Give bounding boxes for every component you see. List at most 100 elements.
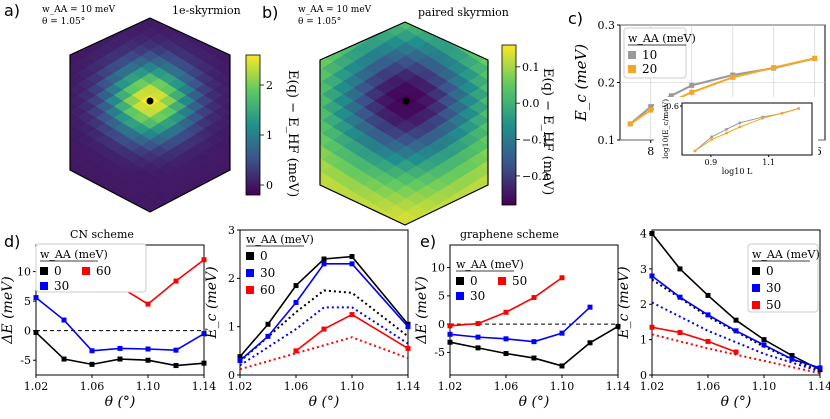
heatmap-cell <box>132 213 150 224</box>
heatmap-cell <box>42 168 60 179</box>
heatmap-cell <box>221 167 230 180</box>
heatmap-cell <box>353 224 375 225</box>
heatmap-cell <box>259 23 280 36</box>
heatmap-cell <box>258 146 276 157</box>
heatmap-cell <box>0 62 15 73</box>
heatmap-cell <box>303 107 321 118</box>
heatmap-cell <box>270 29 291 42</box>
heatmap-cell <box>42 146 60 157</box>
dotted-series-line <box>651 333 821 375</box>
inset-data-point-10 <box>710 135 714 139</box>
heatmap-cell <box>395 224 417 225</box>
heatmap-cell <box>231 28 249 39</box>
heatmap-cell <box>203 33 223 46</box>
x-tick-label: 1.02 <box>228 380 253 393</box>
legend-marker-10 <box>628 51 636 59</box>
data-point-20 <box>689 89 695 95</box>
data-point-60 <box>349 312 355 318</box>
heatmap-cell <box>522 42 543 55</box>
heatmap-cell <box>228 94 249 107</box>
heatmap-cell <box>458 29 480 43</box>
data-point-0 <box>649 231 655 237</box>
heatmap-cell <box>458 198 480 212</box>
heatmap-cell <box>259 153 280 166</box>
heatmap-cell <box>564 147 585 160</box>
legend-marker-30 <box>246 269 254 277</box>
heatmap-cell <box>479 107 488 121</box>
data-point-60 <box>405 345 411 351</box>
heatmap-cell <box>194 18 214 29</box>
heatmap-cell <box>33 129 51 140</box>
heatmap-cell <box>396 251 417 264</box>
legend-marker-0 <box>246 252 254 260</box>
heatmap-cell <box>553 153 574 166</box>
legend-entry-60: 60 <box>260 283 275 297</box>
heatmap-cell <box>385 244 406 257</box>
heatmap-cell <box>396 3 417 16</box>
y-tick-label: 0 <box>640 369 647 382</box>
data-point-30 <box>201 331 207 337</box>
heatmap-cell <box>385 231 406 244</box>
legend-box <box>623 27 687 79</box>
y-tick-label: 1 <box>228 321 235 334</box>
heatmap-cell <box>585 121 606 134</box>
heatmap-cell <box>221 134 230 146</box>
heatmap-cell <box>522 147 543 160</box>
heatmap-cell <box>437 211 459 225</box>
heatmap-cell <box>6 68 24 79</box>
dotted-series-line <box>239 336 409 371</box>
heatmap-cell <box>320 100 323 115</box>
inset-data-point-20 <box>725 131 728 135</box>
heatmap-cell <box>6 56 24 67</box>
data-point-0 <box>733 317 739 323</box>
data-point-0 <box>293 283 299 289</box>
heatmap-cell <box>501 29 522 42</box>
y-tick-label: 3 <box>640 263 647 276</box>
y-tick-label: -5 <box>20 354 31 367</box>
y-tick-label: 3 <box>228 224 235 237</box>
y-axis-label: ΔE (meV) <box>0 276 16 344</box>
heatmap-cell <box>364 231 385 244</box>
heatmap-a <box>0 17 321 235</box>
inset-x-tick-label: 0.9 <box>705 158 718 167</box>
heatmap-cell <box>221 145 230 158</box>
colorbar-a-label: E(q) − E_HF (meV) <box>285 70 300 197</box>
x-axis-label: θ (°) <box>309 394 340 410</box>
inset-data-point-10 <box>725 127 728 131</box>
heatmap-cell <box>342 22 365 37</box>
heatmap-cell <box>6 90 24 101</box>
heatmap-cell <box>606 94 627 107</box>
y-tick-label: 2 <box>640 298 647 311</box>
heatmap-cell <box>212 18 230 29</box>
heatmap-cell <box>303 95 321 106</box>
heatmap-cell <box>480 0 501 3</box>
heatmap-cell <box>168 213 186 224</box>
y-axis-label: ΔE (meV) <box>414 276 430 344</box>
data-point-60 <box>145 301 151 307</box>
heatmap-cell <box>267 107 285 118</box>
colorbar-tick-label: 0.0 <box>522 97 540 110</box>
heatmap-cell <box>511 10 532 23</box>
legend-marker-50 <box>498 277 506 285</box>
heatmap-cell <box>6 123 24 134</box>
heatmap-cell <box>240 23 258 34</box>
heatmap-cell <box>321 204 344 219</box>
x-tick-label: 1.14 <box>396 380 421 393</box>
data-point-30 <box>733 328 739 334</box>
x-tick-label: 1.06 <box>696 380 721 393</box>
heatmap-cell <box>291 29 312 42</box>
colorbar-b-label: E(q) − E_HF (meV) <box>540 68 555 195</box>
data-point-0 <box>475 345 481 351</box>
heatmap-cell <box>150 224 168 235</box>
heatmap-cell <box>564 121 585 134</box>
data-point-30 <box>761 342 767 348</box>
heatmap-cell <box>375 238 396 251</box>
data-point-0 <box>615 323 621 329</box>
heatmap-cell <box>303 84 321 95</box>
inset-x-label: log10 L <box>722 167 753 176</box>
heatmap-cell <box>24 79 42 90</box>
data-point-30 <box>405 324 411 330</box>
heatmap-cell <box>574 140 595 153</box>
heatmap-cell <box>24 68 42 79</box>
data-point-30 <box>117 345 123 351</box>
